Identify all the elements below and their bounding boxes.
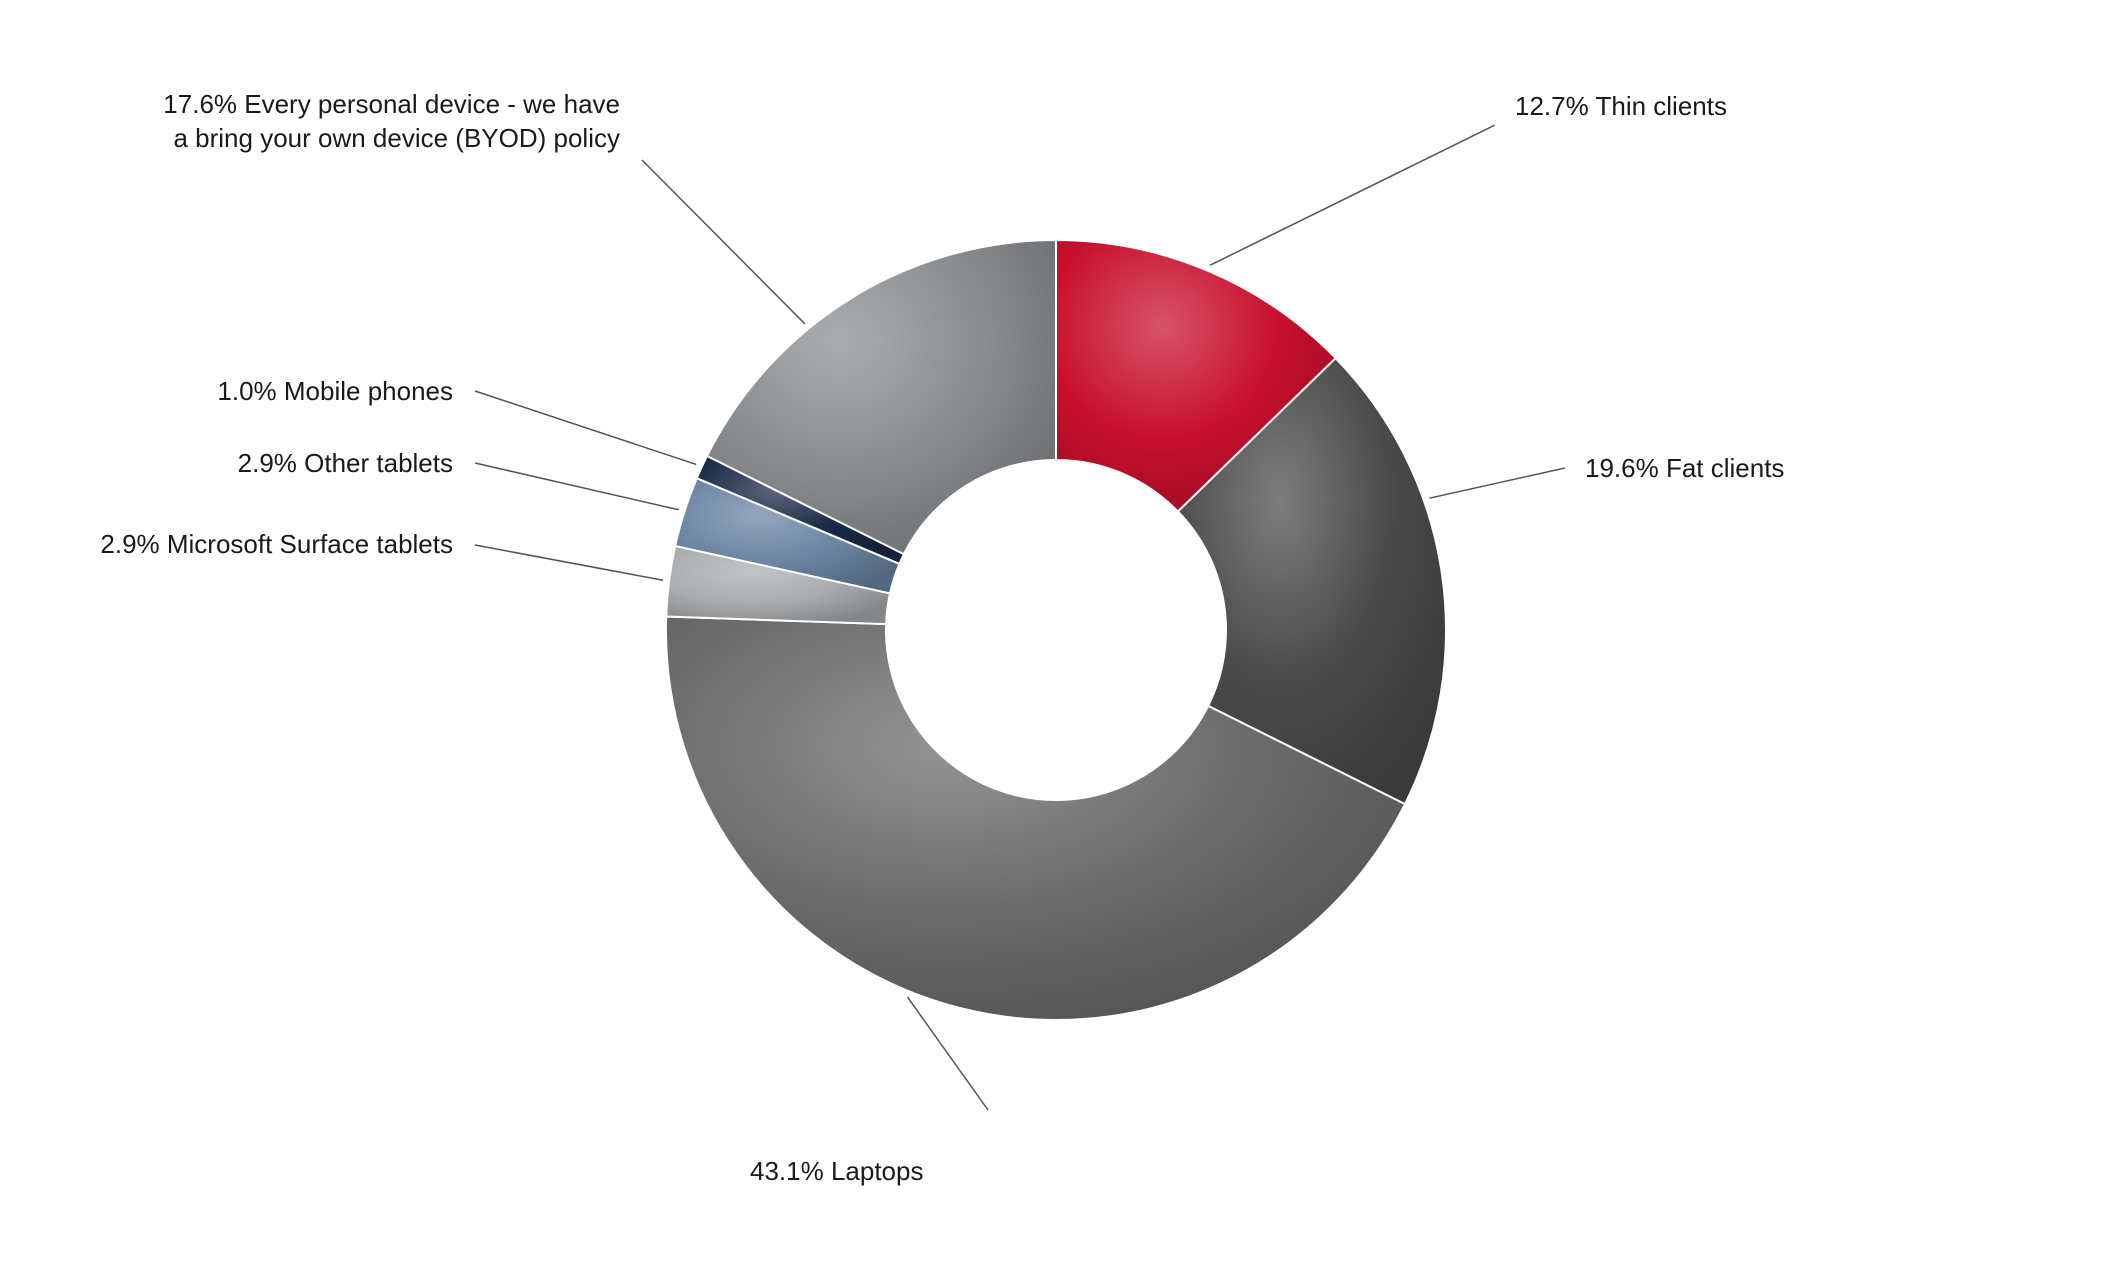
label-mobile-phones: 1.0% Mobile phones bbox=[217, 375, 453, 409]
label-byod: 17.6% Every personal device - we have a … bbox=[163, 88, 620, 156]
donut-chart-svg bbox=[0, 0, 2113, 1276]
label-thin-clients: 12.7% Thin clients bbox=[1515, 90, 1727, 124]
leader-mobile-phones bbox=[475, 391, 696, 464]
label-surface-tablets: 2.9% Microsoft Surface tablets bbox=[100, 528, 453, 562]
donut-chart-container: 12.7% Thin clients 19.6% Fat clients 43.1%… bbox=[0, 0, 2113, 1276]
label-laptops: 43.1% Laptops bbox=[750, 1155, 923, 1189]
leader-thin-clients bbox=[1210, 125, 1495, 265]
leader-fat-clients bbox=[1429, 468, 1565, 498]
label-other-tablets: 2.9% Other tablets bbox=[238, 447, 453, 481]
label-fat-clients: 19.6% Fat clients bbox=[1585, 452, 1784, 486]
leader-surface-tablets bbox=[475, 545, 663, 580]
leader-laptops bbox=[908, 997, 988, 1110]
leader-other-tablets bbox=[475, 463, 679, 510]
leader-byod bbox=[642, 160, 805, 324]
